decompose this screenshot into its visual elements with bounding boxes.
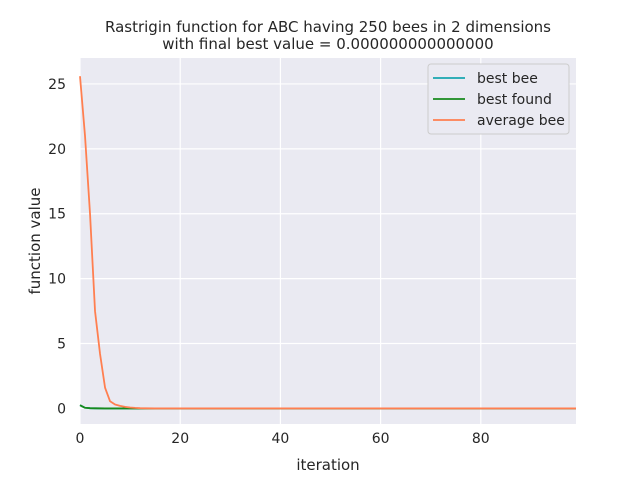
y-tick-label: 25 xyxy=(48,77,66,93)
x-tick-label: 0 xyxy=(76,431,85,447)
y-tick-label: 0 xyxy=(57,401,66,417)
x-tick-label: 80 xyxy=(472,431,490,447)
legend-label-best-found: best found xyxy=(477,92,552,108)
y-axis-label: function value xyxy=(26,187,44,294)
x-tick-label: 20 xyxy=(171,431,189,447)
tick-labels: 0 20 40 60 80 0 5 10 15 20 25 xyxy=(48,77,490,447)
x-axis-label: iteration xyxy=(296,456,359,474)
y-tick-label: 5 xyxy=(57,337,66,353)
y-tick-label: 10 xyxy=(48,272,66,288)
x-tick-label: 40 xyxy=(271,431,289,447)
chart-title-line-2: with final best value = 0.00000000000000… xyxy=(162,35,493,53)
y-tick-label: 15 xyxy=(48,207,66,223)
legend-label-best-bee: best bee xyxy=(477,71,538,87)
legend: best bee best found average bee xyxy=(427,63,570,135)
y-tick-label: 20 xyxy=(48,142,66,158)
x-tick-label: 60 xyxy=(372,431,390,447)
series-line-average-bee xyxy=(79,76,576,410)
chart-title-line-1: Rastrigin function for ABC having 250 be… xyxy=(105,18,551,36)
series-layer xyxy=(79,76,576,410)
legend-label-average-bee: average bee xyxy=(477,113,565,129)
legend-box xyxy=(427,63,570,135)
